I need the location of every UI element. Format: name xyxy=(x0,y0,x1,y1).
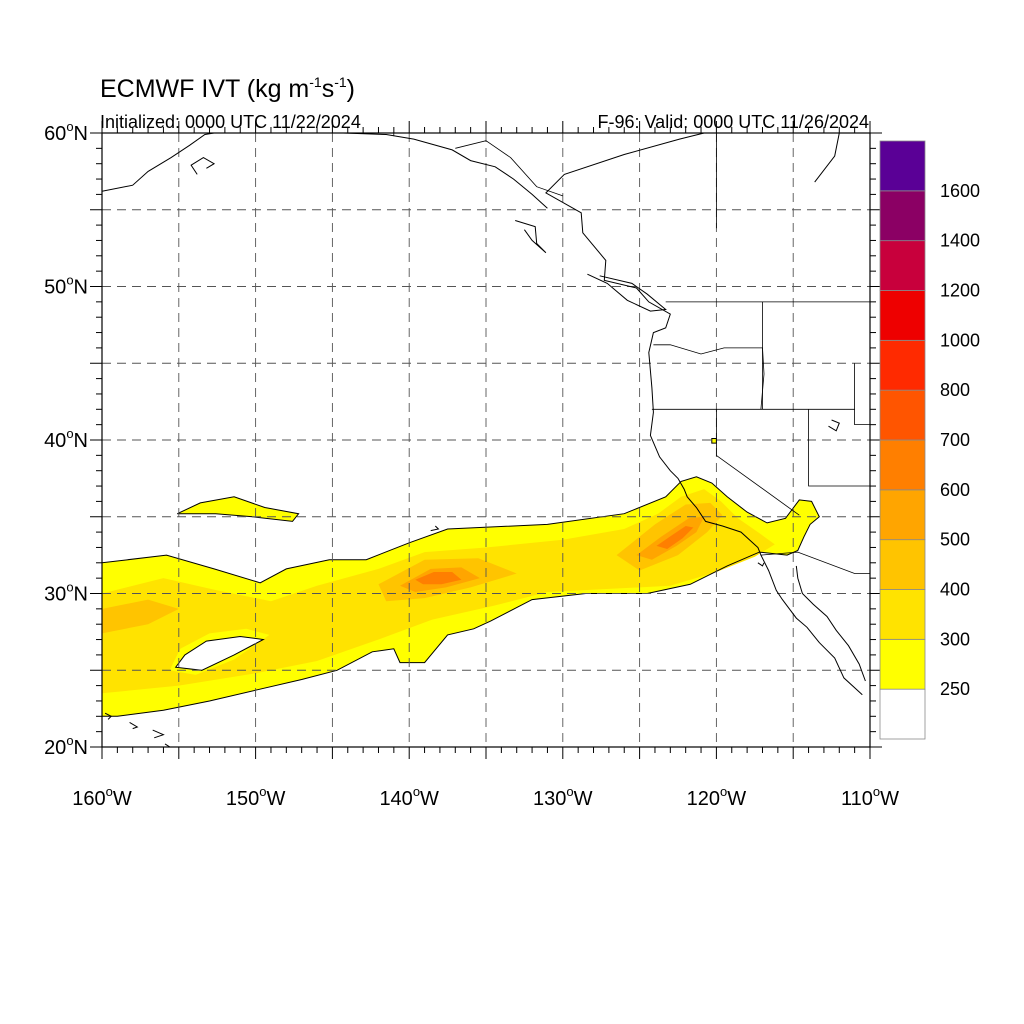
colorbar-label: 400 xyxy=(940,580,970,600)
colorbar-label: 1000 xyxy=(940,330,980,350)
ivt-contour-400 xyxy=(102,502,723,634)
border-line xyxy=(653,344,765,410)
lon-label: 120oW xyxy=(687,784,747,810)
lon-label: 150oW xyxy=(226,784,286,810)
colorbar-swatch xyxy=(879,140,926,192)
ivt-threshold-outline xyxy=(102,438,820,717)
lat-label: 40oN xyxy=(44,426,88,452)
map-area xyxy=(102,133,870,747)
border-line xyxy=(455,140,563,197)
valid-label: F-96: Valid: 0000 UTC 11/26/2024 xyxy=(598,112,870,132)
latitude-labels: 60oN 50oN 40oN 30oN 20oN xyxy=(44,119,88,759)
colorbar-swatch xyxy=(879,638,926,690)
coastline xyxy=(430,525,440,532)
lat-label: 50oN xyxy=(44,273,88,299)
colorbar-swatch xyxy=(879,339,926,391)
lon-label: 160oW xyxy=(72,784,132,810)
coastline xyxy=(102,133,215,192)
colorbar-label: 500 xyxy=(940,530,970,550)
colorbar-label: 300 xyxy=(940,629,970,649)
border-line xyxy=(760,551,870,574)
colorbar-swatch xyxy=(879,589,926,640)
longitude-labels: 160oW 150oW 140oW 130oW 120oW 110oW xyxy=(72,784,899,810)
coastline xyxy=(795,565,866,682)
lon-label: 130oW xyxy=(533,784,593,810)
ivt-contour-600 xyxy=(415,526,694,585)
border-line xyxy=(716,409,800,516)
colorbar: 250 300 400 500 600 700 800 1000 1200 1400 1600 xyxy=(879,140,980,740)
lat-label: 20oN xyxy=(44,733,88,759)
lon-label: 140oW xyxy=(379,784,439,810)
ivt-contour-500 xyxy=(400,516,705,592)
colorbar-label: 700 xyxy=(940,430,970,450)
lon-label: 110oW xyxy=(841,784,899,810)
coastline xyxy=(343,133,548,209)
colorbar-swatch xyxy=(879,539,926,590)
colorbar-swatch xyxy=(879,290,926,341)
coastline xyxy=(190,157,216,175)
lat-label: 30oN xyxy=(44,580,88,606)
colorbar-swatch xyxy=(879,190,926,242)
border-line xyxy=(854,363,870,425)
coastline xyxy=(129,721,139,730)
colorbar-label: 1400 xyxy=(940,231,980,251)
coastlines xyxy=(102,133,866,747)
figure-title: ECMWF IVT (kg m-1s-1) xyxy=(100,74,355,103)
colorbar-swatch xyxy=(879,439,926,491)
coastline xyxy=(104,712,113,720)
coastline xyxy=(757,562,765,567)
political-borders xyxy=(393,133,870,574)
colorbar-swatch xyxy=(879,240,926,291)
initialized-label: Initialized: 0000 UTC 11/22/2024 xyxy=(100,112,361,132)
coastline xyxy=(152,729,165,739)
colorbar-label: 600 xyxy=(940,480,970,500)
colorbar-swatch xyxy=(879,489,926,541)
colorbar-label: 1600 xyxy=(940,181,980,201)
coastline xyxy=(515,220,547,254)
colorbar-label: 250 xyxy=(940,679,970,699)
coastline xyxy=(814,133,840,183)
ivt-shading xyxy=(102,438,820,717)
lat-label: 60oN xyxy=(44,119,88,145)
colorbar-swatch xyxy=(879,688,926,740)
ivt-outline xyxy=(102,438,820,717)
colorbar-label: 1200 xyxy=(940,281,980,301)
colorbar-swatch xyxy=(879,389,926,441)
border-line xyxy=(808,409,870,487)
colorbar-label: 800 xyxy=(940,380,970,400)
coastline xyxy=(545,133,863,696)
coastline xyxy=(828,419,840,432)
coastline xyxy=(587,273,667,312)
